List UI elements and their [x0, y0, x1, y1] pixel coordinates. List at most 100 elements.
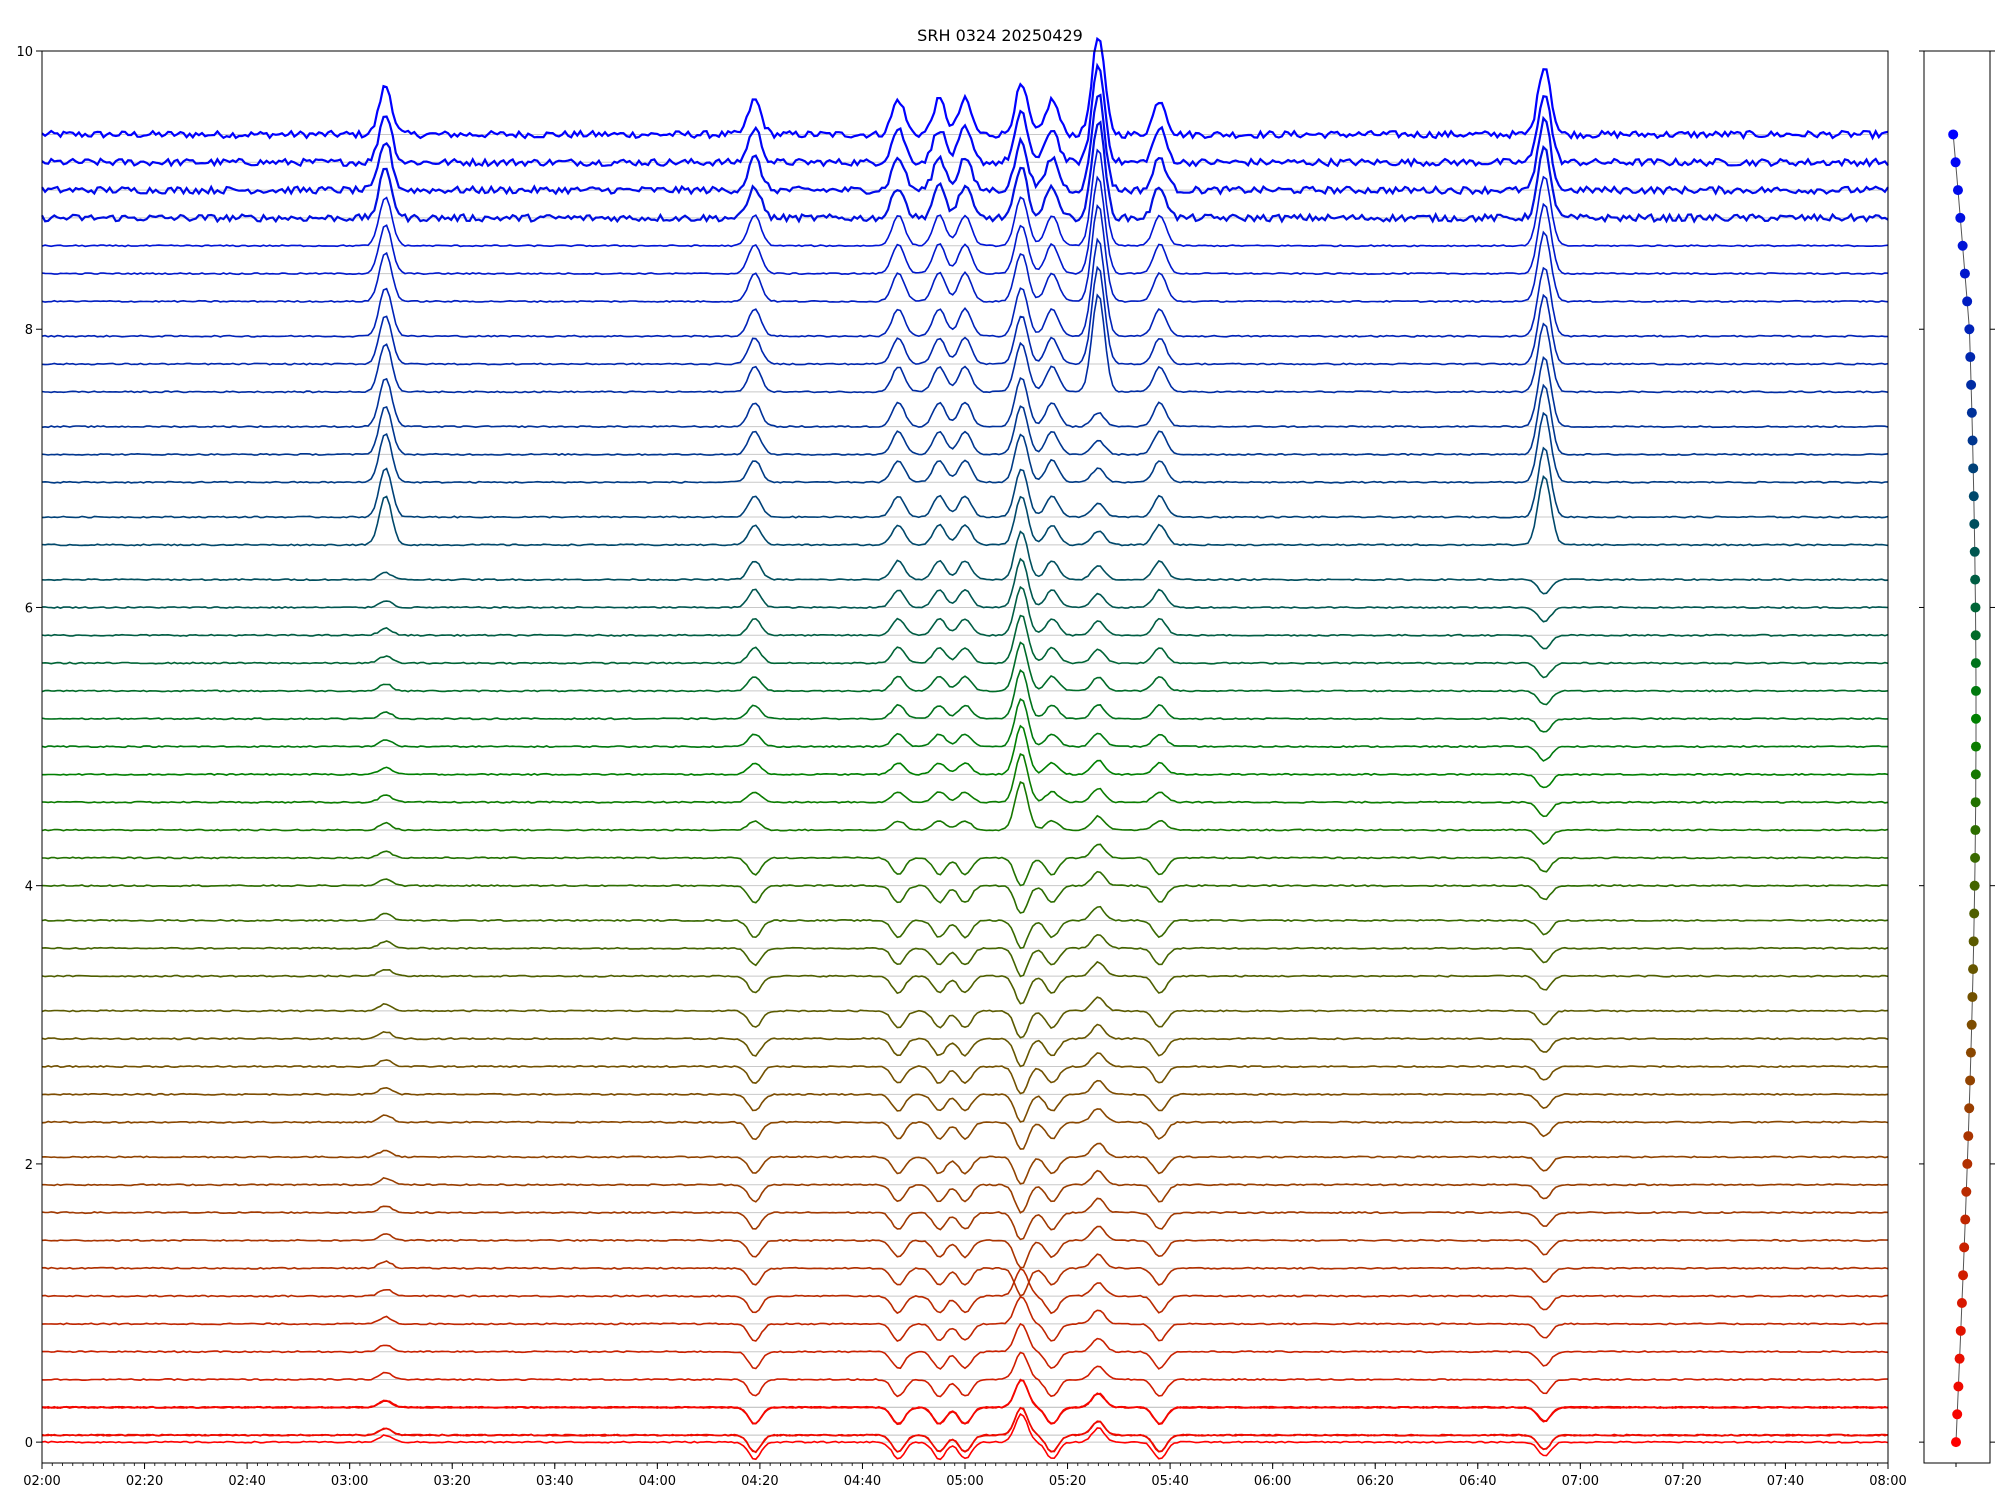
- x-tick-label: 05:40: [1151, 1474, 1188, 1489]
- series-trace: [41, 1225, 1888, 1269]
- side-marker: [1965, 352, 1976, 363]
- series-trace: [41, 585, 1889, 650]
- x-tick-label: 05:20: [1049, 1474, 1086, 1489]
- y-tick-label: 6: [25, 601, 33, 616]
- side-marker: [1966, 1019, 1977, 1030]
- series-trace: [41, 36, 1889, 141]
- main-plot-area: 02:00 02:20 02:40 03:00 03:20 03:40 04:00 04:20…: [16, 36, 1907, 1489]
- series-trace: [41, 148, 1889, 248]
- series-trace: [41, 1253, 1889, 1297]
- side-marker: [1963, 1131, 1974, 1142]
- side-marker: [1970, 769, 1981, 780]
- x-tick-label: 06:00: [1254, 1474, 1291, 1489]
- series-trace: [41, 641, 1889, 706]
- series-trace: [42, 557, 1889, 623]
- series-trace: [41, 355, 1889, 429]
- y-tick-label: 0: [25, 1436, 33, 1451]
- series-trace: [41, 753, 1889, 818]
- side-marker: [1952, 1409, 1963, 1420]
- x-tick-label: 03:40: [536, 1474, 573, 1489]
- chart-title: SRH 0324 20250429: [917, 26, 1083, 45]
- y-tick-label: 10: [16, 45, 33, 60]
- series-trace: [41, 120, 1889, 224]
- side-marker: [1970, 602, 1981, 613]
- series-trace: [41, 905, 1889, 949]
- side-marker: [1967, 435, 1978, 446]
- series-trace: [41, 1142, 1889, 1185]
- side-marker: [1954, 1353, 1965, 1364]
- side-marker: [1964, 324, 1975, 335]
- side-marker: [1968, 964, 1979, 975]
- side-scatter-plot: [1919, 50, 1995, 1467]
- series-trace: [41, 1406, 1889, 1453]
- series-trace: [41, 1379, 1889, 1426]
- series-trace: [41, 1267, 1889, 1315]
- series-trace: [42, 1169, 1889, 1214]
- series-trace: [42, 843, 1889, 887]
- side-marker: [1965, 1047, 1976, 1058]
- side-marker: [1970, 741, 1981, 752]
- plot-frame: [41, 50, 1889, 1464]
- series-trace: [41, 411, 1889, 484]
- x-tick-label: 07:00: [1562, 1474, 1599, 1489]
- side-marker: [1959, 1242, 1970, 1253]
- side-marker: [1970, 574, 1981, 585]
- x-tick-label: 08:00: [1869, 1474, 1906, 1489]
- series-trace: [41, 1378, 1889, 1425]
- series-trace: [41, 93, 1889, 196]
- series-trace: [41, 698, 1889, 762]
- series-trace: [41, 530, 1889, 595]
- series-trace: [41, 293, 1889, 394]
- x-tick-label: 03:20: [433, 1474, 470, 1489]
- series-trace: [41, 996, 1889, 1039]
- series-trace: [41, 62, 1889, 168]
- side-marker: [1968, 463, 1979, 474]
- x-tick-label: 04:00: [639, 1474, 676, 1489]
- side-marker: [1962, 1158, 1973, 1169]
- side-marker: [1969, 546, 1980, 557]
- x-tick-label: 07:40: [1767, 1474, 1804, 1489]
- x-tick-label: 06:20: [1356, 1474, 1393, 1489]
- side-marker: [1950, 157, 1961, 168]
- series-trace: [42, 1351, 1889, 1398]
- side-marker: [1966, 407, 1977, 418]
- side-marker: [1969, 908, 1980, 919]
- series-trace: [41, 474, 1889, 547]
- x-tick-label: 04:20: [741, 1474, 778, 1489]
- side-marker: [1952, 185, 1963, 196]
- side-marker: [1970, 797, 1981, 808]
- side-marker: [1964, 1103, 1975, 1114]
- x-tick-label: 02:40: [228, 1474, 265, 1489]
- side-marker: [1969, 518, 1980, 529]
- side-marker: [1953, 1381, 1964, 1392]
- series-trace: [41, 960, 1889, 1005]
- series-trace: [41, 1023, 1889, 1068]
- side-marker: [1948, 129, 1959, 140]
- series-trace: [41, 204, 1889, 303]
- side-marker: [1959, 268, 1970, 279]
- series-trace: [41, 1079, 1889, 1123]
- side-marker: [1967, 991, 1978, 1002]
- side-plot-frame: [1923, 50, 1991, 1464]
- series-trace: [41, 265, 1889, 366]
- side-marker: [1955, 1325, 1966, 1336]
- x-tick-label: 02:00: [23, 1474, 60, 1489]
- x-tick-label: 05:00: [946, 1474, 983, 1489]
- series-trace: [41, 1108, 1889, 1150]
- series-trace: [41, 383, 1889, 456]
- series-trace: [41, 446, 1889, 519]
- side-marker: [1970, 630, 1981, 641]
- side-marker: [1951, 1437, 1961, 1448]
- side-marker: [1968, 491, 1979, 502]
- side-marker: [1969, 880, 1980, 891]
- x-tick-label: 02:20: [126, 1474, 163, 1489]
- side-marker: [1957, 240, 1968, 251]
- side-marker: [1960, 1214, 1971, 1225]
- series-trace: [41, 175, 1889, 276]
- side-marker: [1961, 1186, 1972, 1197]
- y-tick-label: 2: [25, 1158, 33, 1173]
- side-marker: [1970, 825, 1981, 836]
- side-marker: [1966, 379, 1977, 390]
- side-marker: [1970, 713, 1981, 724]
